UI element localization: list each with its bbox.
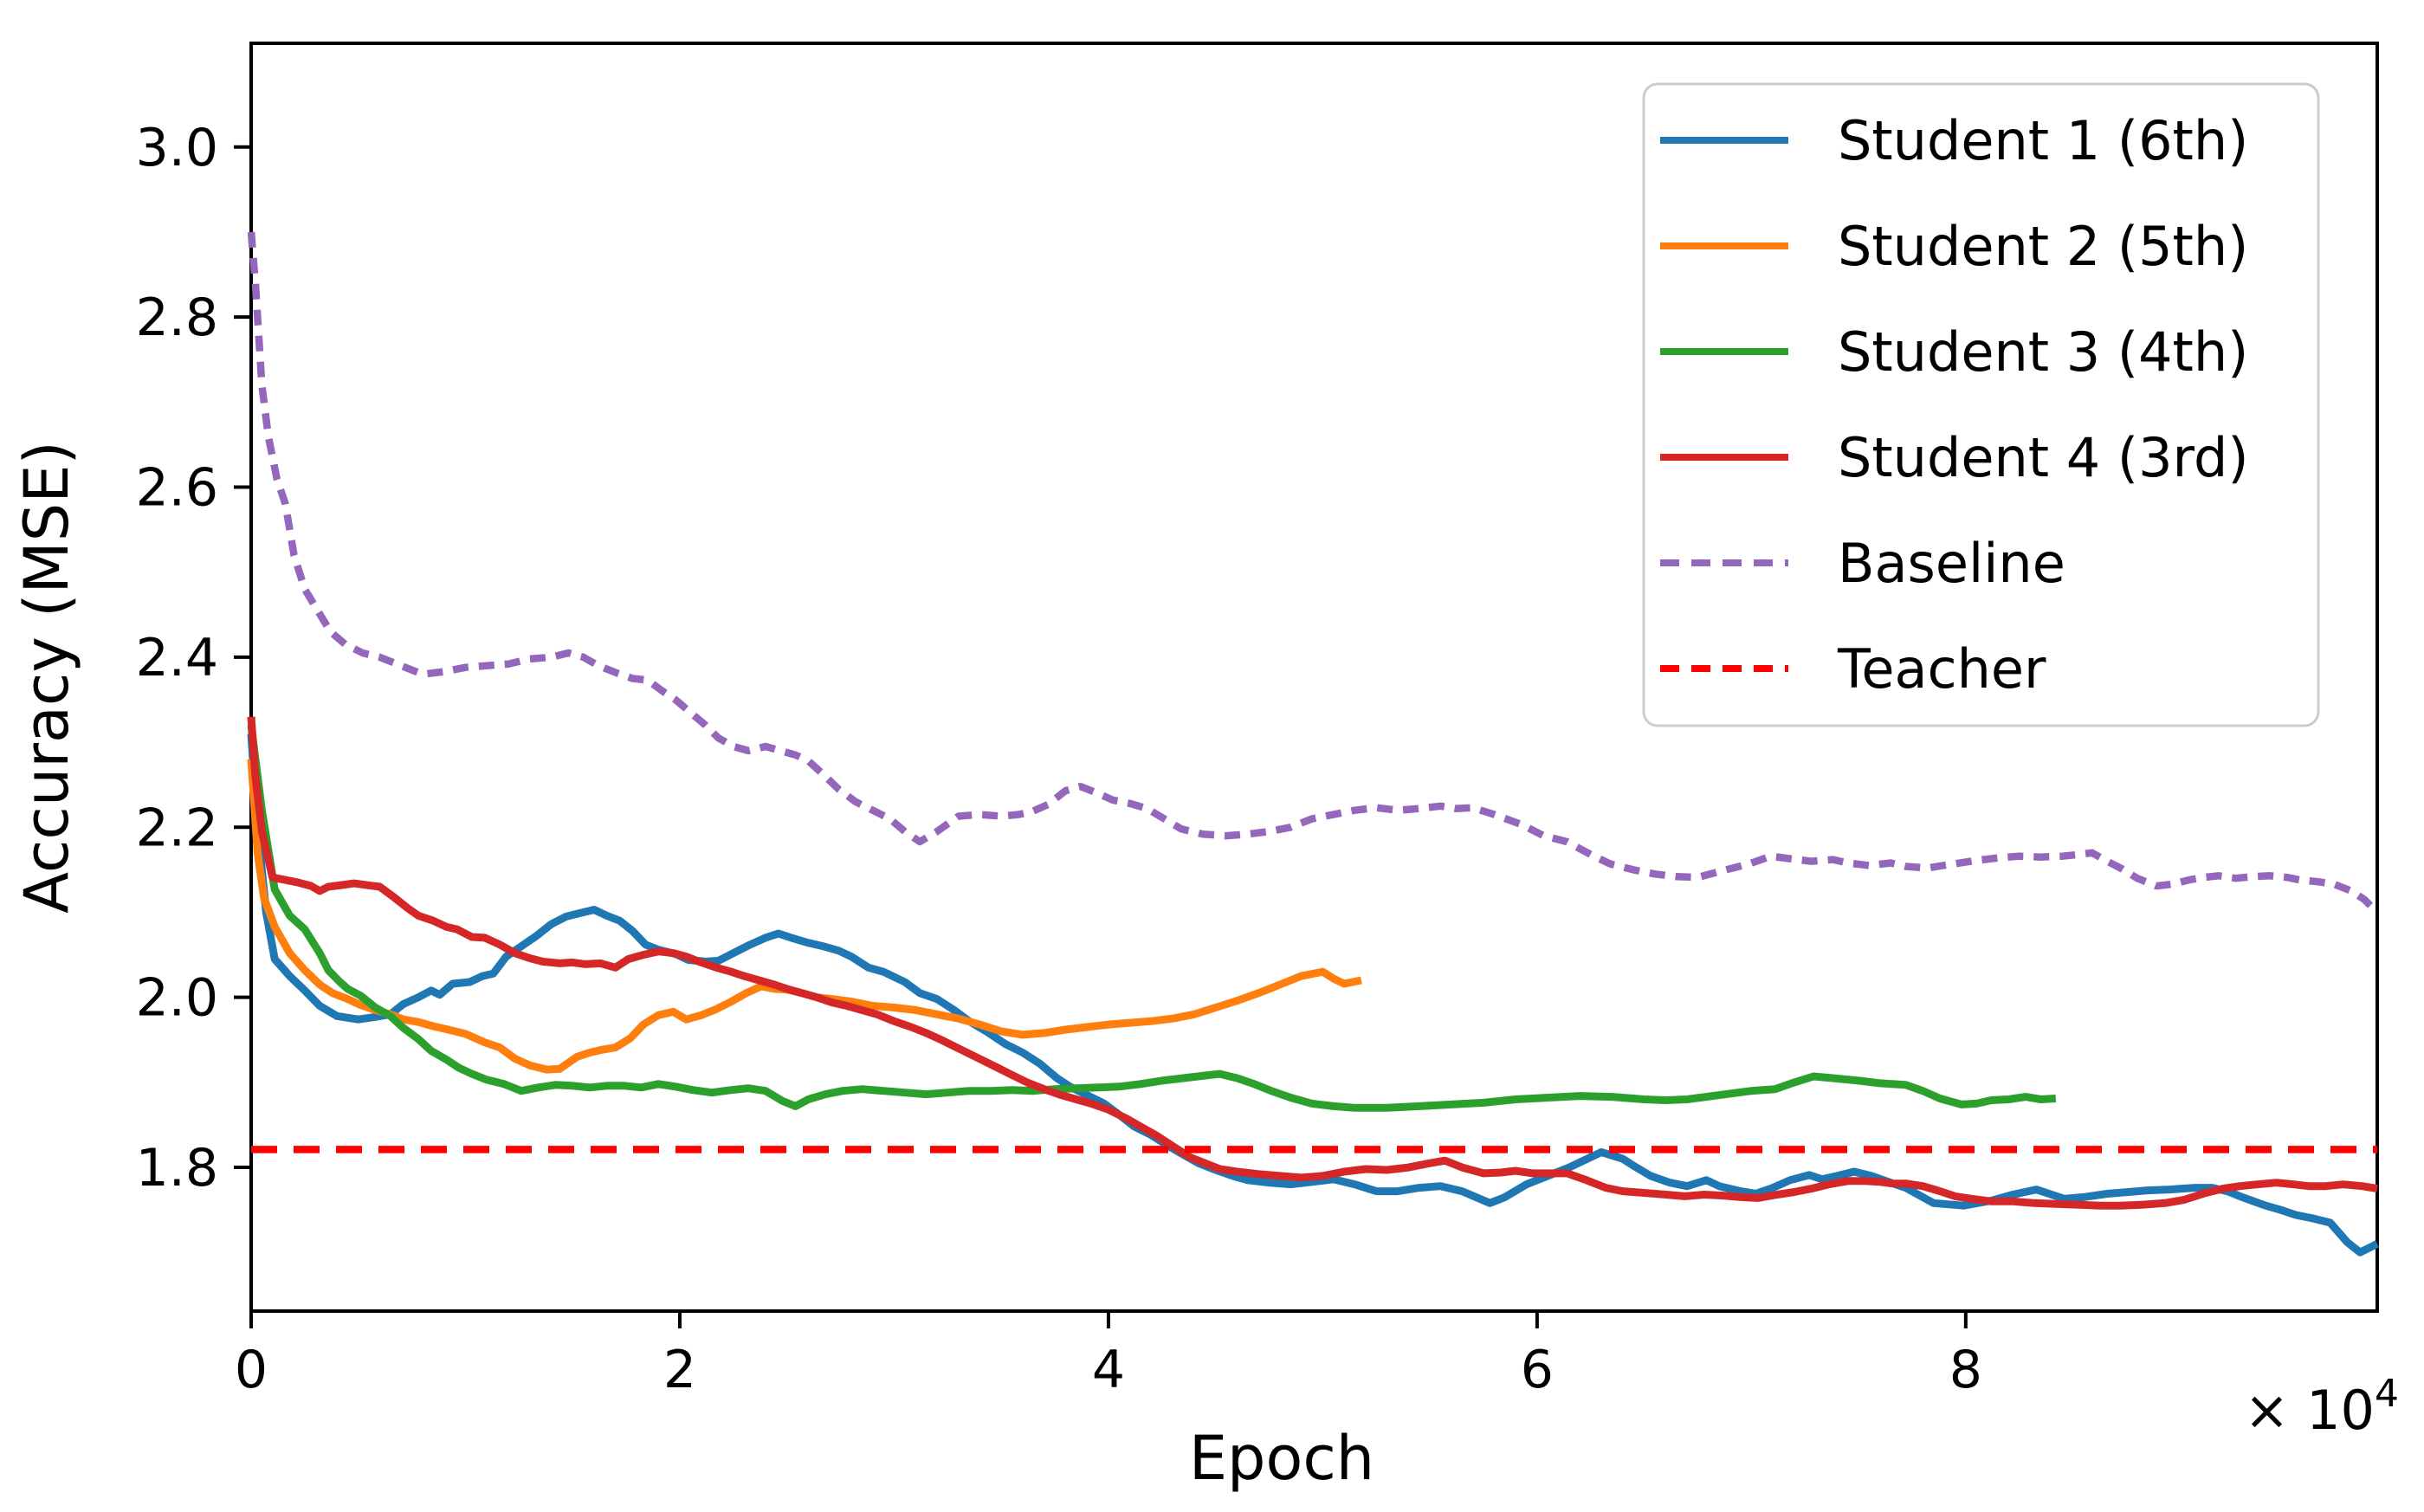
legend-label-teacher: Teacher (1837, 637, 2046, 701)
legend-entry-baseline: Baseline (1660, 532, 2065, 595)
x-tick-label: 4 (1092, 1340, 1125, 1400)
y-tick-label: 2.6 (136, 458, 218, 519)
legend-entry-student-4-3rd: Student 4 (3rd) (1660, 426, 2249, 489)
y-tick-label: 2.0 (136, 968, 218, 1029)
x-tick-label: 6 (1521, 1340, 1554, 1400)
legend-label-student-2-5th: Student 2 (5th) (1838, 215, 2248, 278)
y-tick-label: 2.4 (136, 628, 218, 688)
y-tick-label: 2.2 (136, 798, 218, 858)
legend-entry-student-1-6th: Student 1 (6th) (1660, 109, 2248, 172)
y-tick-label: 3.0 (136, 118, 218, 178)
legend-label-student-4-3rd: Student 4 (3rd) (1838, 426, 2249, 489)
x-tick-label: 2 (663, 1340, 696, 1400)
plot-border (249, 42, 2379, 1313)
y-axis-label: Accuracy (MSE) (11, 441, 82, 914)
legend-entry-teacher: Teacher (1660, 637, 2046, 701)
legend-label-student-1-6th: Student 1 (6th) (1838, 109, 2248, 172)
series-line-baseline (247, 231, 2380, 915)
x-axis-offset-label: × 104 (2244, 1372, 2399, 1442)
legend-entry-student-3-4th: Student 3 (4th) (1660, 320, 2248, 384)
y-tick-label: 1.8 (136, 1138, 218, 1199)
legend-label-student-3-4th: Student 3 (4th) (1838, 320, 2248, 384)
legend-label-baseline: Baseline (1838, 532, 2065, 595)
series-line-student-4-3rd (247, 716, 2378, 1210)
y-tick-label: 2.8 (136, 288, 218, 348)
x-tick-label: 0 (235, 1340, 268, 1400)
legend-entry-student-2-5th: Student 2 (5th) (1660, 215, 2248, 278)
x-tick-label: 8 (1949, 1340, 1982, 1400)
legend: Student 1 (6th) Student 2 (5th) Student 3 … (1642, 82, 2320, 727)
x-axis-label: Epoch (1189, 1423, 1374, 1494)
legend-box (1642, 82, 2320, 727)
series-line-student-3-4th (247, 724, 2057, 1112)
